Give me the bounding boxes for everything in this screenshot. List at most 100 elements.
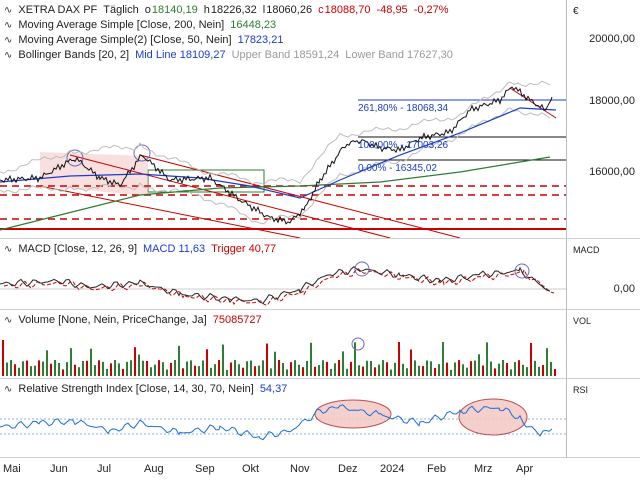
volume-bar — [114, 360, 116, 376]
trigger-line — [3, 268, 555, 306]
volume-bar — [358, 365, 360, 376]
volume-bar — [6, 362, 8, 376]
low-label: l — [262, 4, 266, 16]
volume-bar — [110, 363, 112, 376]
volume-bar — [78, 367, 80, 376]
rsi-axis[interactable]: RSI — [566, 379, 640, 458]
currency-label: € — [573, 6, 579, 17]
x-label-jul: Jul — [97, 463, 112, 475]
volume-bar — [50, 363, 52, 376]
volume-bar — [338, 360, 340, 376]
volume-bar — [202, 360, 204, 376]
volume-bar — [458, 360, 460, 376]
macd-line — [0, 266, 551, 304]
macd-zero-tick: 0,00 — [613, 283, 635, 295]
macd-marker — [514, 263, 530, 279]
price-line — [0, 86, 553, 225]
x-label-dez: Dez — [338, 463, 358, 475]
price-axis[interactable]: € 20000,00 18000,00 16000,00 — [566, 0, 640, 239]
volume-bar — [550, 361, 552, 376]
volume-bar — [226, 369, 228, 376]
volume-bar — [350, 361, 352, 376]
volume-bar — [438, 364, 440, 376]
change-pct: -0,27% — [413, 4, 449, 16]
macd-chart[interactable] — [0, 239, 566, 309]
volume-bar — [482, 365, 484, 376]
high-label: h — [203, 4, 210, 16]
volume-bar — [94, 365, 96, 376]
volume-bar — [30, 366, 32, 376]
price-legend: ∿ XETRA DAX PF Täglich o 18140,19 h 1822… — [4, 3, 453, 63]
volume-bar — [514, 362, 516, 376]
legend-row-ma50[interactable]: ∿ Moving Average Simple(2) [Close, 50, N… — [4, 33, 453, 48]
ma50-label: Moving Average Simple(2) [Close, 50, Nei… — [18, 34, 232, 46]
x-label-mrz: Mrz — [474, 463, 493, 475]
volume-bar — [478, 354, 480, 376]
volume-bar — [258, 365, 260, 376]
volume-bar — [66, 362, 68, 376]
volume-bar — [402, 363, 404, 376]
macd-panel[interactable]: ∿ MACD [Close, 12, 26, 9] MACD 11,63 Tri… — [0, 239, 566, 310]
volume-bar — [382, 360, 384, 376]
volume-bar — [430, 361, 432, 376]
volume-bar — [462, 364, 464, 376]
volume-bar — [14, 364, 16, 376]
volume-bar — [234, 360, 236, 376]
high-value: 18226,32 — [210, 4, 257, 16]
volume-bar — [74, 364, 76, 376]
volume-bar — [174, 360, 176, 376]
price-chart[interactable] — [0, 0, 566, 238]
volume-bar — [210, 367, 212, 376]
macd-axis[interactable]: MACD 0,00 — [566, 239, 640, 310]
volume-axis-title: VOL — [573, 316, 592, 326]
wave-icon: ∿ — [4, 35, 13, 46]
open-label: o — [144, 4, 151, 16]
volume-bar — [302, 367, 304, 376]
wave-icon: ∿ — [4, 244, 13, 255]
volume-bar — [130, 360, 132, 376]
volume-bar — [46, 350, 48, 376]
volume-bar — [150, 367, 152, 376]
volume-bar — [186, 361, 188, 376]
volume-bar — [190, 360, 192, 376]
volume-chart[interactable] — [0, 310, 566, 378]
volume-axis[interactable]: VOL — [566, 310, 640, 379]
rsi-label: Relative Strength Index [Close, 14, 30, … — [18, 383, 254, 395]
volume-bar — [270, 368, 272, 376]
change-value: -48,95 — [376, 4, 408, 16]
volume-bar — [366, 360, 368, 376]
rsi-panel[interactable]: ∿ Relative Strength Index [Close, 14, 30… — [0, 379, 566, 458]
volume-bar — [158, 360, 160, 376]
volume-bar — [418, 365, 420, 376]
volume-bar — [530, 342, 532, 376]
x-axis[interactable]: Mai Jun Jul Aug Sep Okt Nov Dez 2024 Feb… — [0, 458, 640, 480]
volume-bar — [354, 342, 356, 376]
volume-bar — [294, 360, 296, 376]
volume-panel[interactable]: ∿ Volume [None, Nein, PriceChange, Ja] 7… — [0, 310, 566, 379]
fib-261-label: 261,80% - 18068,34 — [358, 103, 449, 114]
price-panel[interactable]: ∿ XETRA DAX PF Täglich o 18140,19 h 1822… — [0, 0, 566, 239]
volume-bar — [398, 342, 400, 376]
trend-channel-line — [509, 87, 557, 119]
volume-bar — [142, 360, 144, 376]
volume-bar — [146, 361, 148, 376]
volume-bar — [314, 366, 316, 376]
volume-bar — [518, 360, 520, 376]
rsi-axis-title: RSI — [573, 385, 589, 395]
volume-bar — [414, 360, 416, 376]
x-label-feb: Feb — [427, 463, 446, 475]
volume-bar — [326, 361, 328, 376]
low-value: 18060,26 — [266, 4, 313, 16]
legend-row-ma200[interactable]: ∿ Moving Average Simple [Close, 200, Nei… — [4, 18, 453, 33]
rsi-legend: ∿ Relative Strength Index [Close, 14, 30… — [4, 382, 287, 397]
x-label-sep: Sep — [195, 463, 215, 475]
volume-bar — [106, 368, 108, 376]
rsi-line — [0, 404, 553, 441]
rsi-chart[interactable] — [0, 379, 566, 457]
legend-row-bollinger[interactable]: ∿ Bollinger Bands [20, 2] Mid Line 18109… — [4, 48, 453, 63]
volume-bar — [10, 360, 12, 376]
volume-bar — [362, 366, 364, 376]
ma200-value: 16448,23 — [230, 19, 277, 31]
bb-mid: Mid Line 18109,27 — [135, 49, 226, 61]
volume-bar — [126, 361, 128, 376]
